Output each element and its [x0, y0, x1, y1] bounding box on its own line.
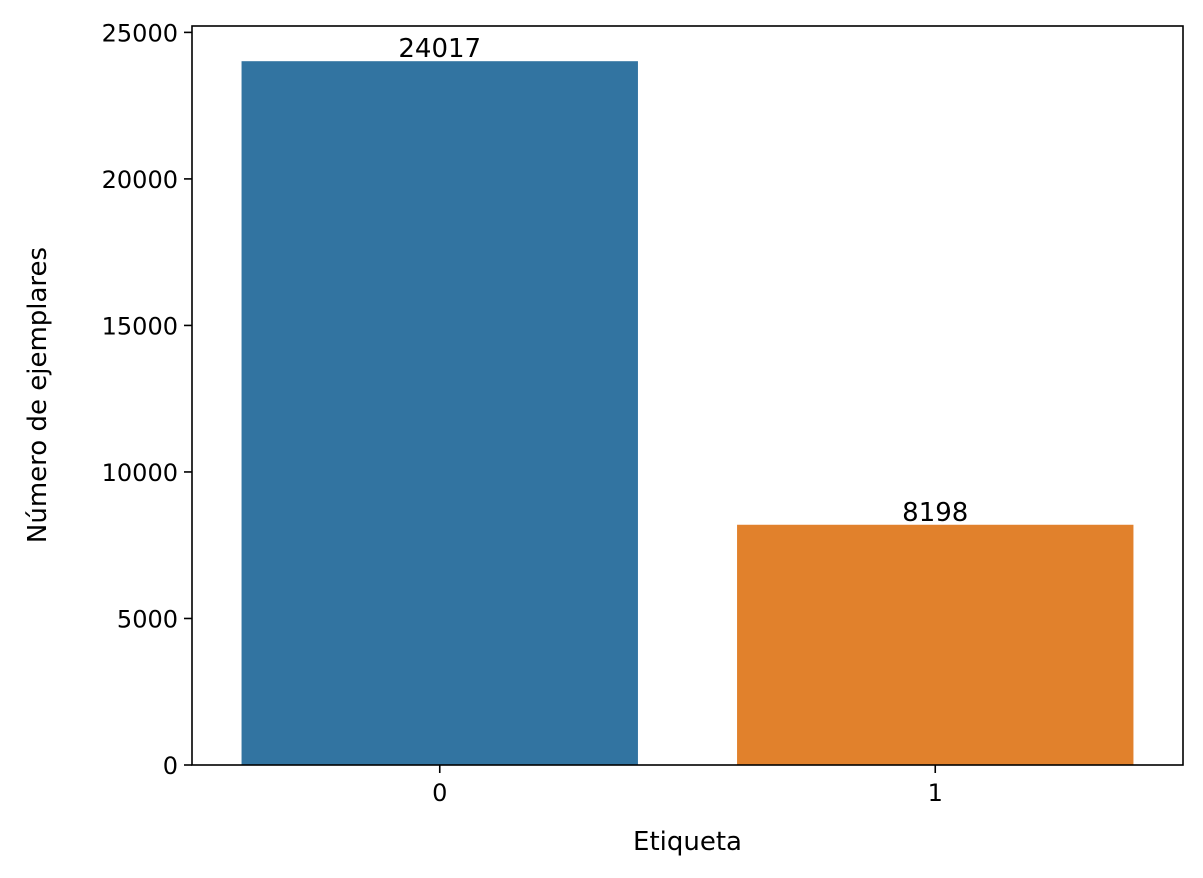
bar-value-label-1: 8198: [902, 498, 968, 528]
bars-layer: 24017 8198: [241, 34, 1134, 766]
y-tick-label-10000: 10000: [102, 459, 178, 487]
bar-value-label-0: 24017: [398, 34, 481, 64]
y-axis-label: Número de ejemplares: [23, 247, 53, 543]
plot-frame: [191, 25, 1184, 766]
y-tick-label-5000: 5000: [117, 605, 178, 633]
y-tick-label-25000: 25000: [102, 19, 178, 47]
ticks-layer: 0 1 0 5000 10000 15000 20000 25000: [102, 19, 943, 807]
bar-0: [241, 61, 638, 766]
x-tick-label-1: 1: [928, 779, 943, 807]
y-tick-label-15000: 15000: [102, 312, 178, 340]
x-axis-label: Etiqueta: [633, 827, 742, 857]
x-tick-label-0: 0: [432, 779, 447, 807]
y-tick-label-0: 0: [163, 752, 178, 780]
bar-1: [737, 524, 1134, 765]
y-tick-label-20000: 20000: [102, 166, 178, 194]
